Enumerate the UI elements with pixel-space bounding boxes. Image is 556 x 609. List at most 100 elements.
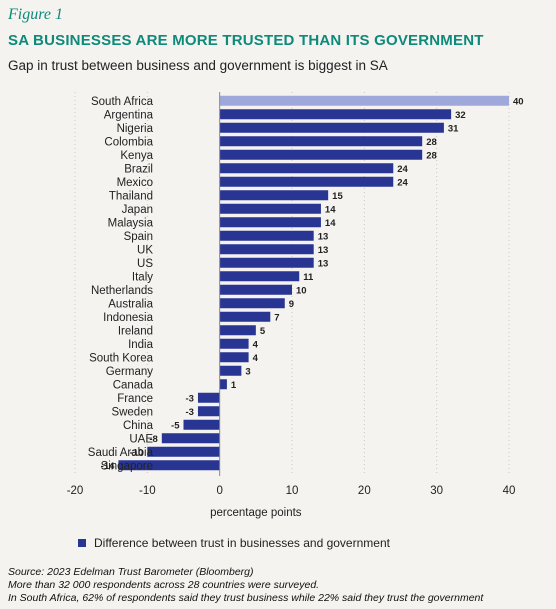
- bar: [219, 163, 394, 174]
- category-label: UAE: [129, 433, 153, 445]
- value-label: -8: [149, 434, 157, 445]
- x-axis-label: percentage points: [210, 507, 302, 519]
- value-label: 13: [318, 231, 329, 242]
- chart-subtitle: Gap in trust between business and govern…: [8, 58, 388, 73]
- value-label: 13: [318, 245, 329, 256]
- bar: [219, 217, 321, 228]
- x-tick-label: 20: [358, 485, 371, 497]
- bar: [219, 149, 423, 160]
- x-tick-label: 30: [430, 485, 443, 497]
- bar: [219, 136, 423, 147]
- category-label: India: [128, 339, 154, 351]
- category-label: Mexico: [117, 177, 153, 189]
- value-label: 15: [332, 191, 343, 202]
- bar: [219, 95, 509, 106]
- bar: [219, 244, 314, 255]
- bar: [219, 271, 300, 282]
- bar: [219, 379, 227, 390]
- value-label: -3: [186, 393, 194, 404]
- bar: [147, 446, 220, 457]
- bar: [219, 109, 452, 120]
- bar: [219, 365, 242, 376]
- category-label: UK: [137, 244, 153, 256]
- value-label: -5: [171, 420, 180, 431]
- x-tick-label: 10: [286, 485, 299, 497]
- value-label: 14: [325, 204, 336, 215]
- category-label: Netherlands: [91, 285, 153, 297]
- bar: [219, 338, 249, 349]
- value-label: 32: [455, 110, 466, 121]
- value-label: 7: [274, 312, 279, 323]
- legend-label: Difference between trust in businesses a…: [94, 536, 390, 550]
- category-label: Indonesia: [103, 312, 153, 324]
- bar: [197, 406, 220, 417]
- category-label: Argentina: [104, 109, 154, 121]
- bar: [219, 230, 314, 241]
- bar: [219, 190, 329, 201]
- category-label: China: [123, 420, 154, 432]
- category-label: Colombia: [104, 136, 153, 148]
- bar: [219, 257, 314, 268]
- value-label: 40: [513, 96, 524, 107]
- value-label: 10: [296, 285, 307, 296]
- value-label: 11: [303, 272, 314, 283]
- value-label: -10: [130, 447, 144, 458]
- bar: [219, 284, 292, 295]
- category-label: Japan: [122, 204, 153, 216]
- category-label: Ireland: [118, 325, 153, 337]
- category-label: South Korea: [89, 352, 154, 364]
- category-label: Malaysia: [108, 217, 154, 229]
- value-label: 31: [448, 123, 459, 134]
- survey-note: More than 32 000 respondents across 28 c…: [8, 579, 320, 591]
- bar: [161, 433, 220, 444]
- category-label: France: [117, 393, 153, 405]
- value-label: 28: [426, 150, 437, 161]
- value-label: 24: [397, 177, 408, 188]
- legend: Difference between trust in businesses a…: [78, 536, 390, 550]
- legend-swatch: [78, 539, 86, 547]
- value-label: -14: [101, 461, 115, 472]
- value-label: 13: [318, 258, 329, 269]
- category-label: Thailand: [109, 190, 153, 202]
- bar: [219, 122, 444, 133]
- category-label: Kenya: [120, 150, 153, 162]
- x-tick-label: 40: [503, 485, 516, 497]
- value-label: 28: [426, 137, 437, 148]
- bar: [219, 176, 394, 187]
- x-tick-label: 0: [216, 485, 222, 497]
- source-note: Source: 2023 Edelman Trust Barometer (Bl…: [8, 566, 254, 578]
- bar: [219, 203, 321, 214]
- value-label: 4: [253, 353, 259, 364]
- value-label: 4: [253, 339, 259, 350]
- category-label: Canada: [113, 379, 154, 391]
- bar: [118, 460, 220, 471]
- category-label: Italy: [132, 271, 153, 283]
- bar: [219, 352, 249, 363]
- x-tick-label: -10: [139, 485, 156, 497]
- value-label: 24: [397, 164, 408, 175]
- figure-label: Figure 1: [8, 6, 63, 23]
- x-tick-label: -20: [67, 485, 84, 497]
- bar: [219, 311, 271, 322]
- category-label: Australia: [108, 298, 153, 310]
- chart-title: SA BUSINESSES ARE MORE TRUSTED THAN ITS …: [8, 32, 484, 49]
- category-label: Spain: [124, 231, 153, 243]
- value-label: 14: [325, 218, 336, 229]
- category-label: Germany: [106, 366, 154, 378]
- bar: [183, 419, 220, 430]
- category-label: Brazil: [124, 163, 153, 175]
- category-label: Sweden: [111, 406, 153, 418]
- value-label: 9: [289, 299, 294, 310]
- category-label: South Africa: [91, 96, 154, 108]
- bar: [219, 325, 256, 336]
- category-label: Saudi Arabia: [88, 447, 154, 459]
- bar: [219, 298, 285, 309]
- value-label: 3: [245, 366, 250, 377]
- value-label: -3: [186, 407, 194, 418]
- trust-note: In South Africa, 62% of respondents said…: [8, 592, 484, 604]
- footer: Source: 2023 Edelman Trust Barometer (Bl…: [8, 566, 483, 605]
- value-label: 1: [231, 380, 237, 391]
- value-label: 5: [260, 326, 266, 337]
- category-label: Nigeria: [117, 123, 154, 135]
